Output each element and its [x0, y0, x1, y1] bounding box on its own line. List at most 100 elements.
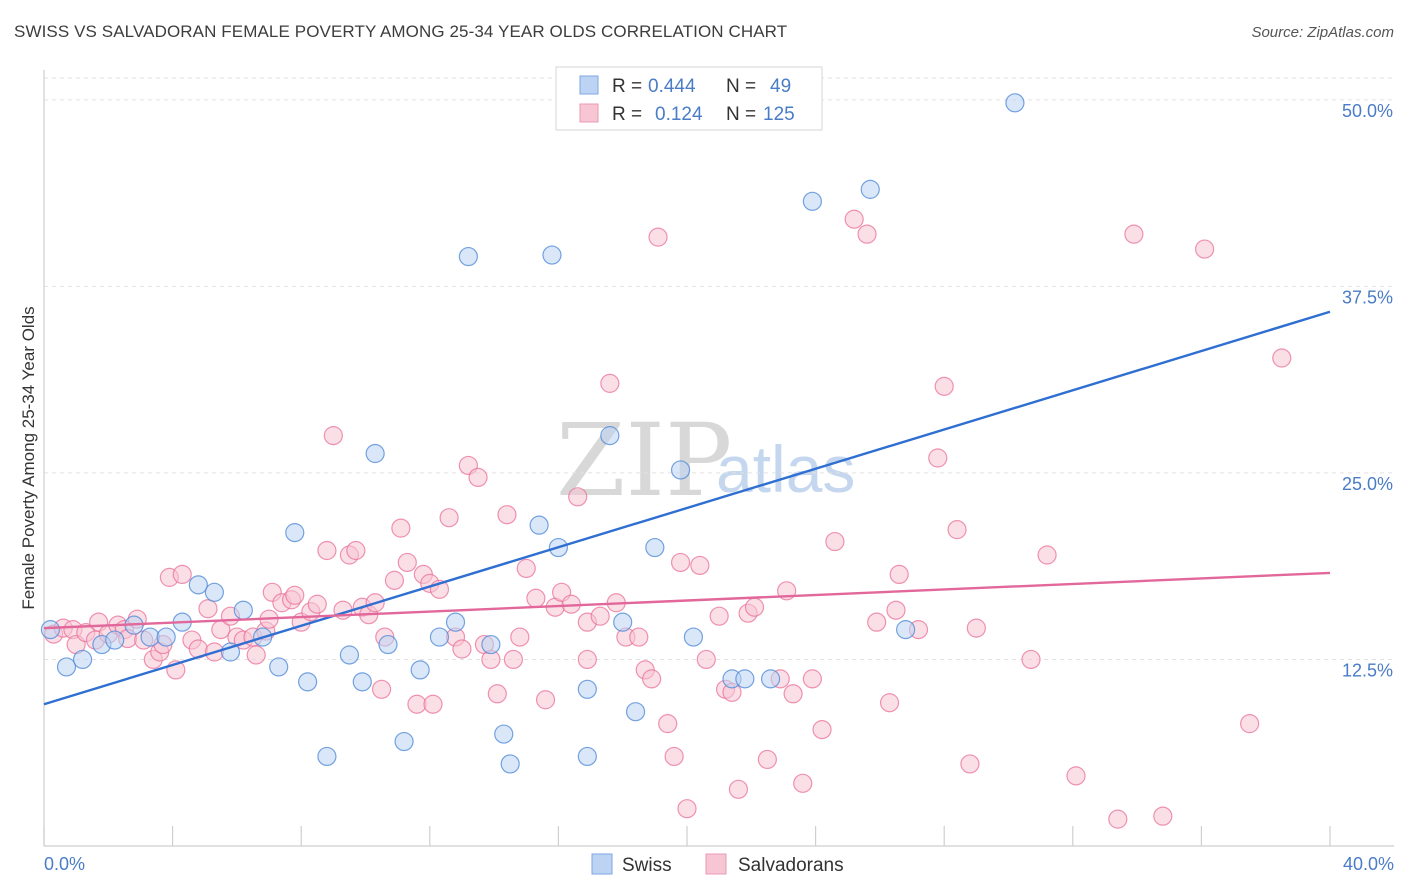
salvadoran-point	[468, 467, 488, 487]
salvadoran-point	[825, 531, 845, 552]
swiss-n-label: N =	[726, 76, 756, 97]
swiss-point	[105, 630, 125, 650]
salvadoran-point	[934, 376, 954, 396]
salvadorans-n-value: 125	[763, 104, 795, 125]
swiss-point	[577, 679, 597, 699]
swiss-point	[285, 523, 305, 543]
swiss-point	[577, 746, 597, 767]
salvadorans-r-value: 0.124	[655, 104, 703, 125]
swiss-point	[140, 627, 160, 647]
salvadoran-point	[371, 679, 392, 699]
swiss-trend-line	[43, 310, 1331, 706]
salvadoran-point	[452, 639, 472, 659]
salvadoran-point	[1195, 239, 1215, 259]
swiss-r-label: R =	[612, 76, 642, 97]
salvadoran-point	[1272, 348, 1292, 368]
swiss-point	[896, 620, 916, 640]
salvadoran-point	[1153, 806, 1173, 826]
salvadoran-point	[439, 508, 459, 528]
salvadoran-point	[590, 606, 610, 626]
salvadoran-point	[346, 540, 366, 561]
salvadoran-point	[497, 505, 517, 525]
salvadoran-point	[1240, 714, 1260, 734]
trend-lines	[43, 310, 1331, 706]
swiss-point	[683, 627, 704, 647]
salvadoran-point	[928, 448, 948, 468]
salvadoran-point	[1066, 766, 1086, 786]
swiss-point	[542, 245, 562, 265]
salvadoran-point	[1108, 809, 1128, 829]
salvadoran-point	[317, 540, 337, 561]
x-axis-ticks	[43, 826, 1331, 846]
salvadorans-trend-line	[43, 571, 1331, 630]
watermark-atlas: atlas	[716, 432, 855, 506]
x-tick-label-max: 40.0%	[1343, 854, 1394, 874]
swiss-n-value: 49	[770, 76, 791, 97]
swiss-point	[298, 672, 318, 692]
salvadoran-point	[423, 694, 443, 714]
swiss-point	[410, 660, 430, 680]
y-tick-label: 50.0%	[1342, 101, 1393, 121]
salvadoran-point	[670, 552, 691, 573]
salvadoran-point	[407, 694, 427, 714]
swiss-point	[860, 179, 880, 199]
salvadoran-point	[1124, 224, 1144, 244]
swiss-point	[500, 754, 520, 774]
data-points	[40, 90, 1292, 829]
salvadoran-point	[677, 799, 697, 819]
salvadoran-point	[783, 684, 803, 704]
swiss-point	[339, 645, 360, 665]
salvadoran-point	[384, 570, 405, 590]
swiss-point	[156, 627, 176, 647]
swiss-point	[352, 672, 372, 692]
swiss-point	[378, 634, 398, 655]
swiss-point	[394, 731, 414, 752]
salvadoran-point	[728, 779, 749, 799]
salvadoran-point	[648, 227, 668, 247]
salvadoran-point	[709, 606, 729, 626]
swiss-point	[269, 657, 289, 677]
salvadoran-point	[391, 518, 411, 538]
swiss-point	[204, 582, 224, 602]
swiss-point	[600, 426, 620, 446]
salvadoran-point	[889, 564, 909, 585]
salvadoran-point	[812, 719, 832, 740]
salvadoran-point	[516, 558, 536, 579]
salvadoran-point	[198, 599, 218, 619]
swiss-point	[72, 649, 93, 670]
swiss-point	[1005, 93, 1025, 113]
gridlines	[44, 77, 1394, 660]
salvadoran-point	[503, 649, 523, 670]
salvadoran-point	[844, 209, 864, 229]
salvadoran-point	[246, 645, 266, 665]
salvadoran-point	[568, 487, 588, 507]
salvadoran-point	[535, 690, 556, 710]
salvadoran-point	[879, 693, 900, 713]
swiss-point	[625, 702, 646, 722]
stats-legend-box	[555, 66, 823, 131]
swiss-point	[645, 537, 665, 558]
salvadoran-point	[960, 754, 980, 774]
y-tick-labels: 12.5% 25.0% 37.5% 50.0%	[1342, 101, 1393, 681]
salvadoran-point	[397, 552, 417, 573]
swiss-point	[458, 246, 478, 267]
salvadoran-point	[307, 594, 327, 614]
salvadoran-point	[487, 684, 507, 704]
salvadoran-point	[867, 612, 887, 632]
y-tick-label: 12.5%	[1342, 660, 1393, 680]
salvadoran-point	[757, 749, 777, 770]
chart-title: SWISS VS SALVADORAN FEMALE POVERTY AMONG…	[14, 22, 788, 41]
salvadoran-point	[744, 597, 765, 617]
salvadoran-point	[696, 649, 716, 670]
salvadoran-point	[642, 669, 662, 689]
stats-legend: R = 0.444 N = 49 R = 0.124 N = 125	[555, 66, 823, 131]
swiss-point	[670, 460, 691, 480]
salvadorans-swatch	[579, 103, 599, 123]
y-tick-label: 25.0%	[1342, 474, 1393, 494]
salvadoran-point	[629, 627, 649, 647]
salvadoran-point	[658, 714, 678, 734]
salvadoran-point	[802, 669, 822, 689]
legend-swiss-swatch	[591, 853, 613, 875]
swiss-point	[802, 191, 822, 211]
